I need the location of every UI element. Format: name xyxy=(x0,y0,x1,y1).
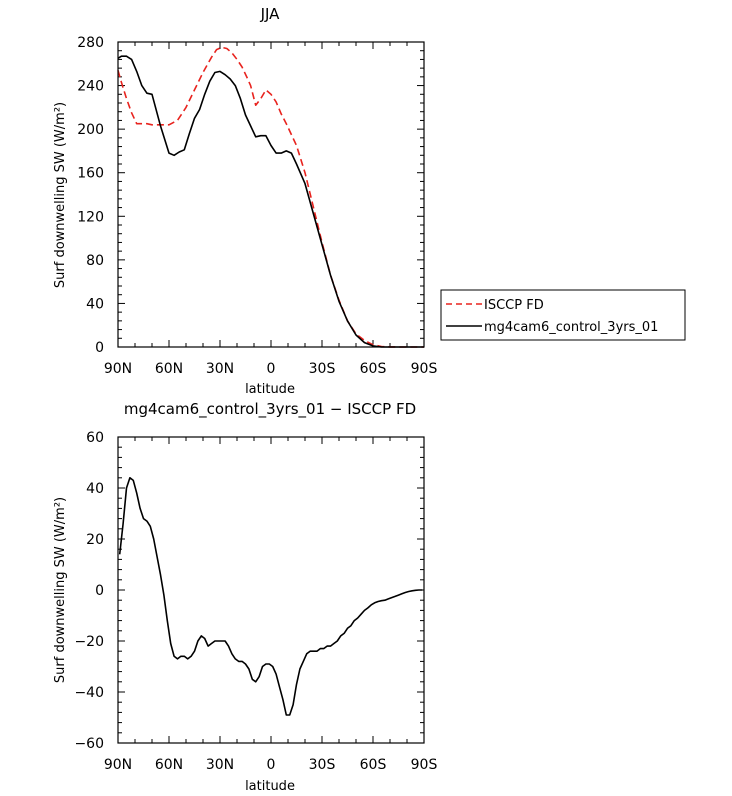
top-axis-ticks: 90N 60N 30N 0 30S 60S 90S 0 40 80 120 160 200 240 280 xyxy=(77,35,437,377)
top-x-tick-label: 90S xyxy=(411,361,438,377)
bottom-panel: mg4cam6_control_3yrs_01 − ISCCP FD 90N 60… xyxy=(53,400,437,794)
bottom-plot-frame xyxy=(117,436,425,744)
bottom-chart-title: mg4cam6_control_3yrs_01 − ISCCP FD xyxy=(124,400,416,419)
top-panel: JJA 90N 60N 30N 0 30S 60S 90S 0 40 80 120 160 200 240… xyxy=(53,5,686,397)
bottom-y-tick-label: −60 xyxy=(74,736,104,752)
top-x-tick-label: 60S xyxy=(360,361,387,377)
top-x-tick-label: 0 xyxy=(267,361,276,377)
top-plot-frame xyxy=(117,41,425,348)
top-y-tick-label: 160 xyxy=(77,166,104,182)
bottom-x-tick-label: 0 xyxy=(267,757,276,773)
top-y-tick-label: 280 xyxy=(77,35,104,51)
bottom-x-tick-label: 90S xyxy=(411,757,438,773)
bottom-y-tick-label: 60 xyxy=(86,430,104,446)
bottom-x-tick-label: 30S xyxy=(309,757,336,773)
top-y-tick-label: 240 xyxy=(77,79,104,95)
bottom-series-line-0 xyxy=(118,476,423,716)
top-x-tick-label: 60N xyxy=(155,361,183,377)
bottom-y-tick-label: −40 xyxy=(74,685,104,701)
bottom-axis-ticks: 90N 60N 30N 0 30S 60S 90S −60 −40 −20 0 20 40 60 xyxy=(74,430,437,773)
top-series-line-mg4cam6-control-3yrs-01 xyxy=(117,55,424,348)
legend-label-isccp-fd: ISCCP FD xyxy=(484,298,544,313)
bottom-x-tick-label: 60S xyxy=(360,757,387,773)
top-x-tick-label: 30N xyxy=(206,361,234,377)
bottom-y-tick-label: 40 xyxy=(86,481,104,497)
top-x-tick-label: 90N xyxy=(104,361,132,377)
top-y-tick-label: 200 xyxy=(77,122,104,138)
bottom-series-lines xyxy=(118,476,423,716)
top-y-tick-label: 80 xyxy=(86,253,104,269)
bottom-y-tick-label: 20 xyxy=(86,532,104,548)
top-y-tick-label: 0 xyxy=(95,340,104,356)
top-y-axis-label: Surf downwelling SW (W/m²) xyxy=(53,102,68,288)
legend-label-control: mg4cam6_control_3yrs_01 xyxy=(484,320,658,335)
top-series-line-isccp-fd xyxy=(117,46,424,348)
bottom-y-tick-label: −20 xyxy=(74,634,104,650)
bottom-x-tick-label: 90N xyxy=(104,757,132,773)
top-x-axis-label: latitude xyxy=(245,382,295,397)
legend: ISCCP FD mg4cam6_control_3yrs_01 xyxy=(440,289,686,341)
bottom-y-tick-label: 0 xyxy=(95,583,104,599)
top-x-tick-label: 30S xyxy=(309,361,336,377)
top-y-tick-label: 40 xyxy=(86,296,104,312)
bottom-x-tick-label: 30N xyxy=(206,757,234,773)
bottom-x-tick-label: 60N xyxy=(155,757,183,773)
bottom-x-axis-label: latitude xyxy=(245,779,295,794)
top-chart-title: JJA xyxy=(260,5,281,23)
legend-box xyxy=(440,289,686,341)
bottom-y-axis-label: Surf downwelling SW (W/m²) xyxy=(53,497,68,683)
top-series-lines xyxy=(117,46,424,348)
top-y-tick-label: 120 xyxy=(77,209,104,225)
